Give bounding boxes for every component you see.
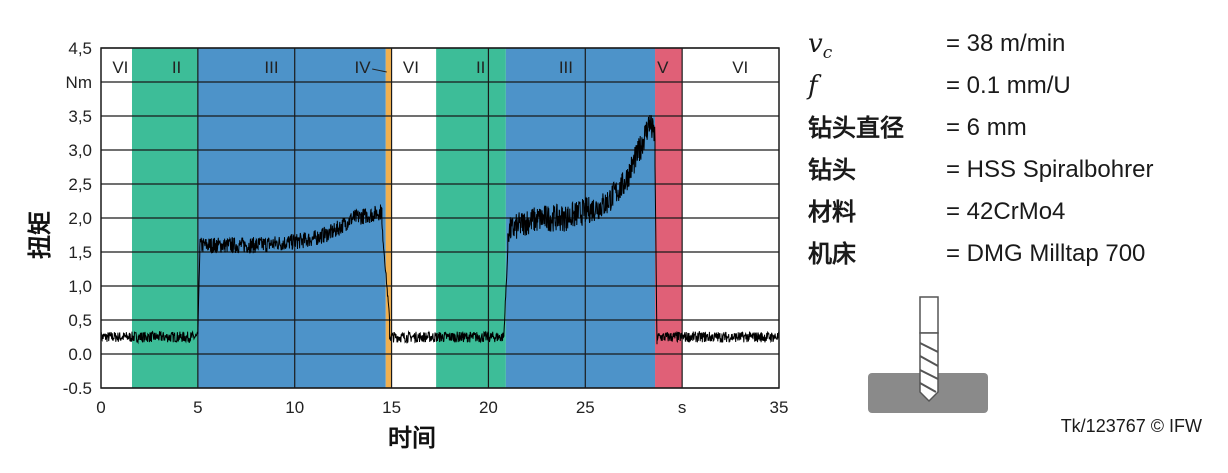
y-tick-label: 1,5 [68,243,92,262]
param-value: = 42CrMo4 [946,198,1066,225]
y-tick-label: 1,0 [68,277,92,296]
tick-labels: 4,5 3,5 3,0 2,5 2,0 1,5 1,0 0,5 0.0 -0.5 Nm 0 5 10 15 2… [63,39,789,417]
x-tick-label: 15 [382,398,401,417]
phase-label: II [476,58,485,77]
x-axis-title: 时间 [388,424,436,452]
x-tick-label: 20 [479,398,498,417]
phase-label: II [172,58,181,77]
param-key: 钻头 [808,156,856,184]
y-tick-label: 0,5 [68,311,92,330]
phase-leader-line [372,68,387,73]
phase-label: VI [403,58,419,77]
phase-label: V [657,58,669,77]
drill-shank [919,296,939,334]
torque-series [100,114,780,345]
phase-labels: VI II III IV VI II III V VI [112,58,748,77]
drill-spiral [919,342,939,393]
x-tick-label: 0 [96,398,105,417]
y-axis-title: 扭矩 [26,211,54,259]
param-value: = HSS Spiralbohrer [946,156,1154,183]
phase-label: IV [354,58,371,77]
vc-symbol: vc [808,29,833,64]
y-tick-label: -0.5 [63,379,92,398]
param-value: = DMG Milltap 700 [946,240,1146,267]
param-value: = 38 m/min [946,30,1066,57]
credit-label: Tk/123767 © IFW [1060,416,1202,436]
x-unit-label: s [678,398,687,417]
param-key: 钻头直径 [808,114,904,142]
param-value: = 6 mm [946,114,1027,141]
y-tick-label: 2,5 [68,175,92,194]
y-tick-label: 3,0 [68,141,92,160]
param-key: 机床 [808,240,856,268]
phase-label: III [559,58,573,77]
plot-frame [100,47,780,389]
x-tick-label: 10 [285,398,304,417]
torque-line [100,114,780,345]
x-tick-label: 35 [770,398,789,417]
phase-label: III [264,58,278,77]
y-unit-label: Nm [66,73,92,92]
y-tick-label: 3,5 [68,107,92,126]
y-tick-label: 0.0 [68,345,92,364]
f-symbol: f [808,71,818,101]
param-key: 材料 [808,198,856,226]
x-tick-label: 5 [193,398,202,417]
drill-illustration [868,296,988,413]
phase-label: VI [732,58,748,77]
x-tick-label: 25 [576,398,595,417]
phase-label: VI [112,58,128,77]
param-value: = 0.1 mm/U [946,72,1071,99]
plot-border [100,47,780,389]
y-tick-label: 2,0 [68,209,92,228]
y-tick-label: 4,5 [68,39,92,58]
